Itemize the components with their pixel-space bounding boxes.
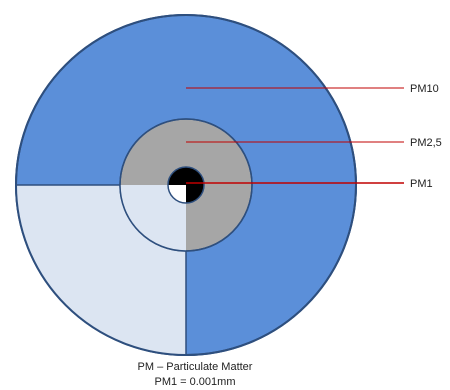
pm1-light-quadrant — [168, 185, 186, 203]
pm25-light-quadrant — [120, 185, 186, 251]
pm1-label: PM1 — [410, 178, 433, 190]
caption-definition: PM – Particulate Matter — [138, 361, 253, 373]
pm25-outline — [119, 118, 253, 252]
caption-pm1-size: PM1 = 0.001mm — [154, 376, 235, 388]
pm1-outline — [167, 166, 205, 204]
pm10-outline — [15, 14, 357, 356]
pm10-label: PM10 — [410, 83, 439, 95]
pm25-label: PM2,5 — [410, 137, 442, 149]
